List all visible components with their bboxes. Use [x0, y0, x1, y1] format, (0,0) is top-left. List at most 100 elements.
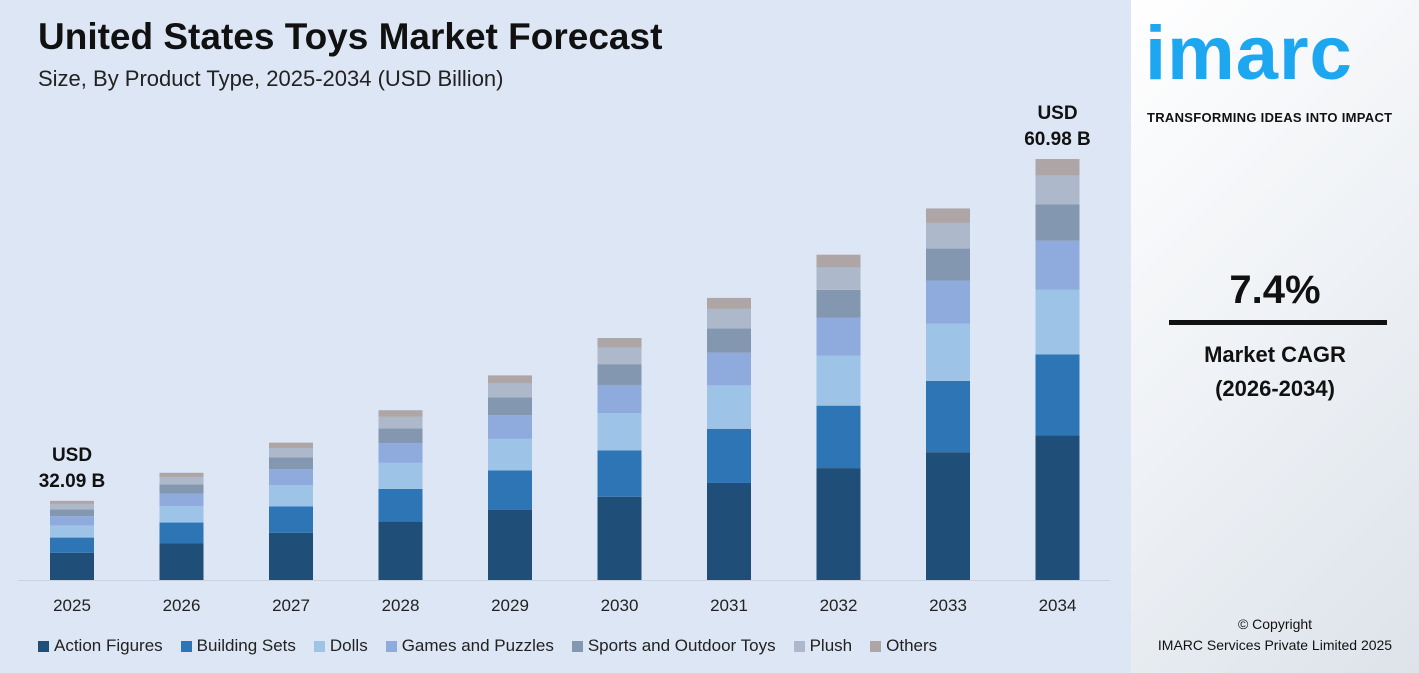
legend-label: Plush: [809, 636, 853, 655]
bar-segment-2025-5: [50, 503, 94, 510]
total-label: 32.09 B: [39, 471, 106, 492]
legend-swatch: [793, 640, 805, 652]
legend-item: Action Figures: [38, 636, 163, 656]
bar-segment-2034-1: [1035, 354, 1080, 436]
cagr-period: (2026-2034): [1215, 376, 1335, 401]
bar-segment-2031-6: [707, 297, 751, 309]
x-tick-label: 2030: [601, 596, 639, 615]
legend-label: Games and Puzzles: [401, 636, 554, 655]
legend-swatch: [385, 640, 397, 652]
bar-segment-2029-6: [488, 375, 532, 384]
legend-label: Sports and Outdoor Toys: [587, 636, 776, 655]
legend-swatch: [571, 640, 583, 652]
cagr-label: Market CAGR: [1204, 342, 1346, 367]
bar-segment-2031-5: [707, 308, 751, 329]
bar-segment-2031-4: [707, 328, 751, 353]
x-tick-label: 2031: [710, 596, 748, 615]
bar-segment-2025-3: [50, 516, 94, 526]
bar-segment-2029-2: [488, 438, 532, 471]
bar-segment-2030-5: [597, 347, 642, 365]
copyright-line1: © Copyright: [1237, 616, 1313, 632]
bar-segment-2033-6: [926, 208, 970, 223]
legend-item: Games and Puzzles: [385, 636, 554, 656]
bar-segment-2029-4: [488, 397, 532, 416]
bar-segment-2034-5: [1035, 175, 1080, 205]
total-label: USD: [1037, 103, 1077, 124]
divider: [1169, 320, 1387, 325]
bar-segment-2030-6: [597, 338, 642, 348]
stacked-bar-chart: 2025 USD 32.09 B 2026 2027 2028 2029 2030 2031 20…: [18, 103, 1110, 615]
bar-segment-2032-6: [816, 254, 861, 268]
bar-segment-2026-6: [159, 472, 204, 477]
bar-segment-2029-5: [488, 383, 532, 398]
bar-segment-2034-6: [1035, 159, 1080, 176]
bar-segment-2032-2: [816, 355, 861, 406]
legend-item: Plush: [793, 636, 853, 656]
bar-segment-2030-0: [597, 496, 642, 580]
bar-segment-2031-3: [707, 352, 751, 386]
bar-segment-2027-6: [269, 442, 313, 448]
bar-segment-2027-5: [269, 447, 313, 458]
bar-segment-2034-4: [1035, 204, 1080, 241]
imarc-logo: imarc: [1145, 11, 1353, 96]
x-tick-label: 2026: [163, 596, 201, 615]
total-label: 60.98 B: [1024, 129, 1091, 150]
bar-segment-2028-3: [378, 443, 423, 463]
x-tick-label: 2034: [1039, 596, 1077, 615]
total-label: USD: [52, 445, 92, 466]
legend-swatch: [313, 640, 325, 652]
bar-segment-2028-1: [378, 488, 423, 522]
bar-segment-2026-0: [159, 543, 204, 580]
bar-segment-2031-1: [707, 428, 751, 483]
copyright-line2: IMARC Services Private Limited 2025: [1157, 637, 1393, 653]
bar-segment-2033-2: [926, 323, 970, 381]
x-tick-label: 2032: [820, 596, 858, 615]
bar-segment-2030-2: [597, 413, 642, 451]
bar-segment-2027-3: [269, 469, 313, 486]
legend-label: Dolls: [329, 636, 368, 655]
bar-segment-2027-0: [269, 532, 313, 580]
bar-segment-2031-2: [707, 385, 751, 429]
bar-segment-2026-3: [159, 493, 204, 507]
x-tick-label: 2025: [53, 596, 91, 615]
bar-segment-2028-0: [378, 521, 423, 580]
bar-segment-2025-0: [50, 552, 94, 580]
bar-segment-2030-4: [597, 364, 642, 385]
bar-segment-2032-5: [816, 267, 861, 290]
legend: Action Figures Building Sets Dolls Games an…: [38, 636, 955, 656]
bar-segment-2033-1: [926, 380, 970, 453]
bar-segment-2025-6: [50, 500, 94, 504]
chart-title: United States Toys Market Forecast: [38, 16, 663, 57]
bar-segment-2027-1: [269, 506, 313, 533]
legend-item: Dolls: [313, 636, 368, 656]
bar-segment-2029-0: [488, 509, 532, 580]
legend-item: Building Sets: [180, 636, 296, 656]
legend-label: Others: [886, 636, 938, 655]
bar-segment-2026-2: [159, 506, 204, 523]
legend-item: Sports and Outdoor Toys: [571, 636, 776, 656]
bar-segment-2026-5: [159, 476, 204, 485]
bar-segment-2029-1: [488, 470, 532, 510]
bar-segment-2030-1: [597, 450, 642, 497]
bar-segment-2028-4: [378, 428, 423, 444]
cagr-value: 7.4%: [1229, 268, 1321, 312]
bar-segment-2027-2: [269, 485, 313, 507]
brand-panel: imarc TRANSFORMING IDEAS INTO IMPACT 7.4…: [1131, 0, 1419, 673]
bar-segment-2026-4: [159, 484, 204, 494]
x-tick-label: 2029: [491, 596, 529, 615]
bar-segment-2031-0: [707, 482, 751, 580]
bar-segment-2034-3: [1035, 240, 1080, 290]
legend-swatch: [38, 640, 49, 652]
bar-segment-2026-1: [159, 522, 204, 544]
bar-segment-2033-0: [926, 452, 970, 580]
tagline: TRANSFORMING IDEAS INTO IMPACT: [1147, 110, 1393, 125]
bar-segment-2028-2: [378, 462, 423, 489]
legend-swatch: [870, 640, 882, 652]
bar-segment-2025-1: [50, 537, 94, 553]
legend-swatch: [180, 640, 192, 652]
x-tick-label: 2033: [929, 596, 967, 615]
bar-segment-2025-4: [50, 509, 94, 517]
bar-segment-2029-3: [488, 415, 532, 439]
bar-segment-2033-3: [926, 280, 970, 324]
bar-segment-2030-3: [597, 384, 642, 414]
